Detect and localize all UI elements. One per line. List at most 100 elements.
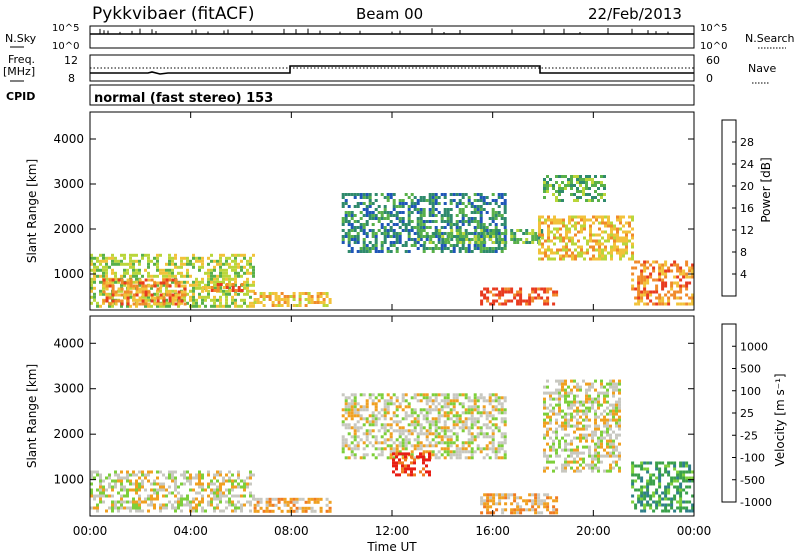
heatmap-cell [631, 272, 635, 276]
heatmap-cell [219, 482, 222, 486]
heatmap-cell [416, 211, 420, 214]
heatmap-cell [606, 418, 609, 422]
heatmap-cell [495, 287, 499, 291]
heatmap-cell [216, 485, 219, 489]
heatmap-cell [277, 298, 281, 301]
heatmap-cell [664, 494, 668, 498]
heatmap-cell [573, 397, 576, 401]
heatmap-cell [488, 250, 492, 253]
heatmap-cell [147, 290, 151, 294]
beam-title: Beam 00 [356, 5, 423, 23]
heatmap-cell [117, 278, 121, 282]
heatmap-cell [519, 290, 523, 294]
xtick-label: 12:00 [375, 524, 410, 538]
heatmap-cell [541, 251, 544, 255]
heatmap-cell [470, 405, 474, 409]
heatmap-cell [461, 426, 465, 430]
heatmap-cell [129, 278, 133, 282]
heatmap-cell [243, 488, 246, 492]
heatmap-cell [643, 506, 647, 510]
heatmap-cell [168, 304, 171, 308]
heatmap-cell [646, 470, 650, 474]
heatmap-cell [479, 247, 483, 250]
heatmap-cell [476, 211, 480, 214]
heatmap-cell [298, 301, 302, 304]
heatmap-cell [410, 408, 414, 412]
heatmap-cell [555, 412, 558, 416]
heatmap-cell [676, 284, 680, 288]
heatmap-cell [380, 244, 384, 247]
heatmap-cell [392, 232, 396, 235]
heatmap-cell [452, 244, 456, 247]
heatmap-cell [649, 290, 653, 294]
heatmap-cell [425, 247, 429, 250]
heatmap-cell [564, 397, 567, 401]
heatmap-cell [377, 205, 381, 208]
heatmap-cell [362, 223, 366, 226]
xtick-label: 08:00 [274, 524, 309, 538]
heatmap-cell [117, 262, 120, 266]
heatmap-cell [543, 400, 546, 404]
heatmap-cell [658, 473, 662, 477]
heatmap-cell [522, 508, 526, 512]
heatmap-cell [147, 473, 150, 477]
heatmap-cell [479, 450, 483, 454]
heatmap-cell [562, 257, 565, 261]
heatmap-cell [564, 424, 567, 428]
heatmap-cell [350, 193, 354, 196]
heatmap-cell [612, 418, 615, 422]
heatmap-cell [316, 301, 320, 304]
heatmap-cell [482, 456, 486, 460]
heatmap-cell [583, 215, 586, 219]
heatmap-cell [470, 217, 474, 220]
heatmap-cell [404, 467, 407, 471]
heatmap-cell [640, 485, 644, 489]
heatmap-cell [96, 509, 99, 513]
ytick-label: 2000 [53, 222, 84, 236]
heatmap-cell [576, 427, 579, 431]
heatmap-cell [180, 259, 183, 263]
heatmap-cell [622, 239, 625, 243]
heatmap-cell [552, 460, 555, 464]
heatmap-cell [132, 497, 135, 501]
heatmap-cell [640, 494, 644, 498]
heatmap-cell [198, 479, 201, 483]
heatmap-cell [580, 245, 583, 249]
heatmap-cell [564, 448, 567, 452]
heatmap-cell [661, 503, 665, 507]
heatmap-cell [618, 451, 621, 455]
heatmap-cell [676, 470, 680, 474]
heatmap-cell [492, 511, 496, 515]
heatmap-cell [452, 399, 456, 403]
heatmap-cell [437, 417, 441, 421]
heatmap-cell [606, 421, 609, 425]
heatmap-cell [428, 470, 431, 474]
heatmap-cell [525, 502, 529, 506]
heatmap-cell [658, 467, 662, 471]
heatmap-cell [498, 293, 502, 297]
heatmap-cell [479, 447, 483, 451]
heatmap-cell [156, 253, 159, 257]
heatmap-cell [543, 196, 546, 199]
heatmap-cell [268, 295, 272, 298]
heatmap-cell [368, 217, 372, 220]
heatmap-cell [380, 414, 384, 418]
heatmap-cell [646, 281, 650, 285]
heatmap-cell [685, 509, 689, 513]
heatmap-cell [222, 292, 225, 296]
heatmap-cell [497, 441, 501, 445]
heatmap-cell [150, 259, 153, 263]
heatmap-cell [555, 421, 558, 425]
heatmap-cell [558, 190, 561, 193]
heatmap-cell [428, 199, 432, 202]
heatmap-cell [482, 226, 486, 229]
heatmap-cell [132, 473, 135, 477]
heatmap-cell [567, 400, 570, 404]
heatmap-cell [192, 476, 195, 480]
heatmap-cell [573, 448, 576, 452]
heatmap-cell [556, 221, 559, 225]
heatmap-cell [446, 399, 450, 403]
heatmap-cell [425, 414, 429, 418]
heatmap-cell [546, 454, 549, 458]
heatmap-cell [592, 254, 595, 258]
